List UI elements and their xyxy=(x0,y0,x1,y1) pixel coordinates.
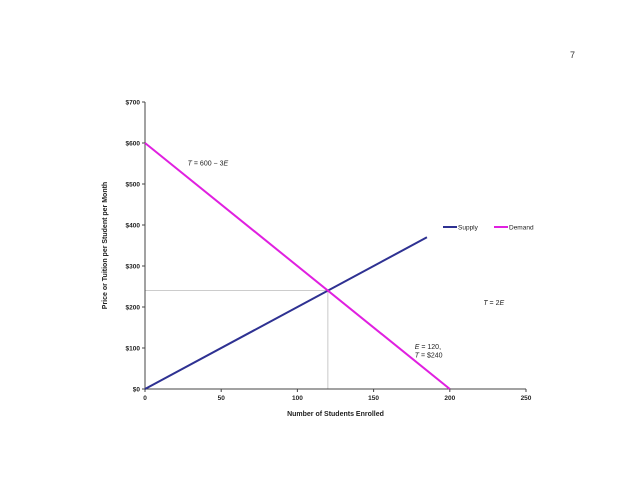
demand-line xyxy=(144,142,451,390)
annotation-supply-eq: T = 2E xyxy=(483,300,504,307)
annotations: T = 600 − 3E T = 2E E = 120,T = $240 xyxy=(188,161,505,360)
annotation-eq-line2: T = $240 xyxy=(415,352,443,359)
x-tick-label: 100 xyxy=(292,395,303,402)
annotation-eq-line1: E = 120, xyxy=(415,344,441,351)
y-tick-label: $100 xyxy=(126,346,141,353)
y-tick-label: $0 xyxy=(133,387,141,394)
legend-label-demand: Demand xyxy=(509,225,534,232)
y-tick-label: $700 xyxy=(126,100,141,107)
x-tick-label: 0 xyxy=(143,395,147,402)
annotation-demand-eq: T = 600 − 3E xyxy=(188,161,229,168)
x-ticks: 0 50 100 150 200 250 xyxy=(143,389,532,402)
plot-area xyxy=(145,290,329,389)
x-tick-label: 150 xyxy=(368,395,379,402)
y-tick-label: $300 xyxy=(126,264,141,271)
series-lines xyxy=(144,142,451,390)
legend-label-supply: Supply xyxy=(458,225,479,232)
x-tick-label: 50 xyxy=(218,395,226,402)
y-axis-title: Price or Tuition per Student per Month xyxy=(102,182,109,309)
legend: Supply Demand xyxy=(443,225,534,232)
y-tick-label: $500 xyxy=(126,182,141,189)
y-tick-label: $200 xyxy=(126,305,141,312)
x-axis-title: Number of Students Enrolled xyxy=(287,411,384,418)
supply-line xyxy=(144,236,428,390)
y-tick-label: $400 xyxy=(126,223,141,230)
y-tick-label: $600 xyxy=(126,141,141,148)
x-tick-label: 250 xyxy=(521,395,532,402)
page-number: 7 xyxy=(570,50,576,60)
y-ticks: $0 $100 $200 $300 $400 $500 $600 $700 xyxy=(126,100,145,394)
x-tick-label: 200 xyxy=(444,395,455,402)
